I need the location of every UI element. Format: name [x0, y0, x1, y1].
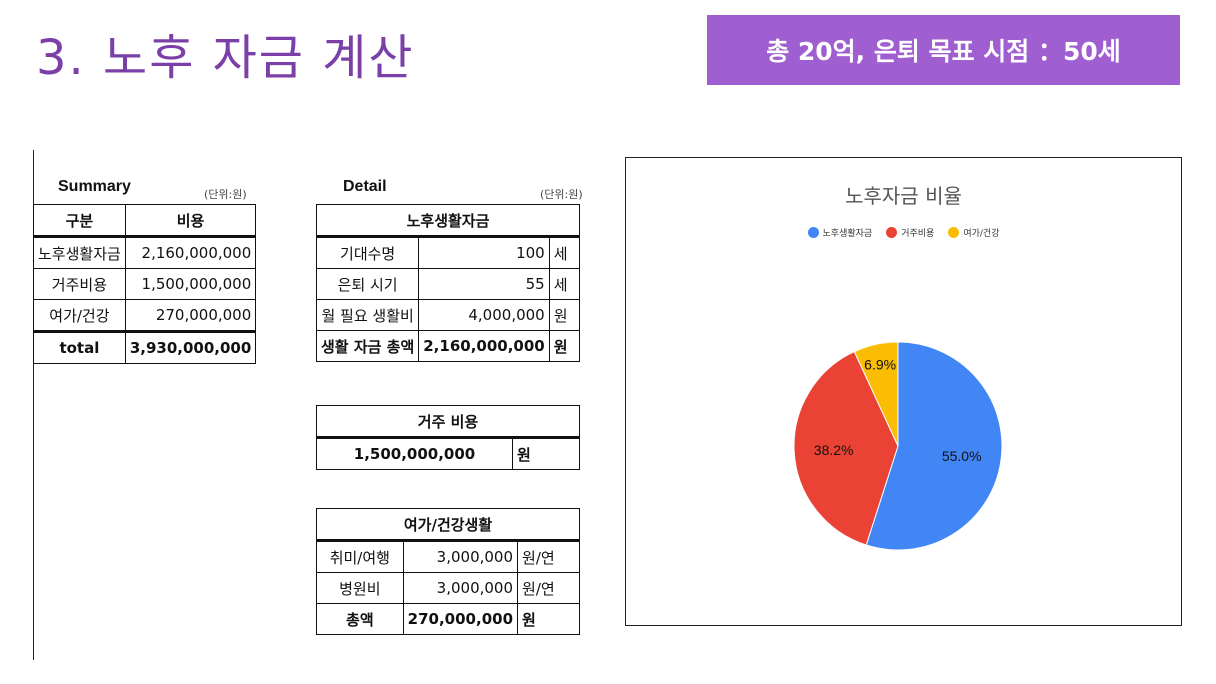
leisure-title: 여가/건강생활 [316, 508, 580, 542]
leisure-total-unit: 원 [517, 603, 580, 635]
living-total-name: 생활 자금 총액 [315, 330, 420, 362]
leisure-total-value: 270,000,000 [402, 603, 519, 635]
leisure-row-unit: 원/연 [517, 572, 580, 604]
living-total-value: 2,160,000,000 [418, 330, 550, 362]
living-row-value: 55 [418, 268, 550, 300]
summary-unit: (단위:원) [204, 188, 247, 201]
leisure-row-unit: 원/연 [517, 540, 580, 573]
table-row: 은퇴 시기 55 세 [315, 268, 581, 300]
slice-leisure [853, 341, 899, 447]
housing-table: 거주 비용 1,500,000,000 원 [316, 405, 580, 470]
leisure-row-value: 3,000,000 [402, 572, 519, 604]
summary-header-category: 구분 [33, 204, 126, 238]
table-row: 월 필요 생활비 4,000,000 원 [315, 299, 581, 331]
summary-total-value: 3,930,000,000 [124, 330, 257, 364]
legend-item: 노후생활자금 [807, 226, 873, 239]
chart-title: 노후자금 비율 [845, 184, 962, 208]
summary-row-name: 여가/건강 [33, 299, 126, 332]
slice-label: 55.0% [942, 448, 982, 464]
pie-chart: 노후자금 비율 노후생활자금 거주비용 여가/건강 55.0% 38.2% 6.9% [625, 157, 1182, 626]
housing-unit: 원 [512, 437, 580, 470]
summary-header-cost: 비용 [124, 204, 257, 238]
slice-label: 38.2% [814, 442, 854, 458]
legend-dot [886, 227, 898, 238]
slide-title: 3. 노후 자금 계산 [36, 30, 415, 86]
table-row: 여가/건강 270,000,000 [33, 299, 257, 332]
legend-item: 여가/건강 [948, 226, 999, 239]
summary-label: Summary [58, 178, 131, 195]
leisure-table: 여가/건강생활 취미/여행 3,000,000 원/연 병원비 3,000,00… [316, 508, 580, 635]
living-row-value: 100 [418, 236, 550, 269]
leisure-total-row: 총액 270,000,000 원 [316, 603, 580, 635]
summary-row-value: 270,000,000 [124, 299, 257, 332]
detail-label: Detail [343, 178, 387, 195]
leisure-row-name: 병원비 [316, 572, 404, 604]
legend-label: 여가/건강 [963, 229, 1000, 239]
housing-title: 거주 비용 [316, 405, 580, 439]
living-row-name: 기대수명 [315, 236, 420, 269]
legend-dot [948, 227, 960, 238]
summary-row-value: 1,500,000,000 [124, 268, 257, 300]
legend-label: 거주비용 [901, 229, 935, 239]
summary-row-name: 거주비용 [33, 268, 126, 300]
legend-item: 거주비용 [886, 226, 934, 239]
table-row: 병원비 3,000,000 원/연 [316, 572, 580, 604]
pie-svg: 55.0% 38.2% 6.9% [793, 341, 1003, 551]
leisure-row-name: 취미/여행 [316, 540, 404, 573]
living-row-value: 4,000,000 [418, 299, 550, 331]
living-row-name: 월 필요 생활비 [315, 299, 420, 331]
table-row: 기대수명 100 세 [315, 236, 581, 269]
legend-dot [807, 227, 819, 238]
living-row-unit: 세 [548, 268, 581, 300]
goal-banner: 총 20억, 은퇴 목표 시점 ：50세 [707, 15, 1180, 85]
living-total-row: 생활 자금 총액 2,160,000,000 원 [315, 330, 581, 362]
summary-total-name: total [33, 330, 126, 364]
leisure-total-name: 총액 [316, 603, 404, 635]
living-total-unit: 원 [548, 330, 581, 362]
leisure-row-value: 3,000,000 [402, 540, 519, 573]
detail-unit: (단위:원) [540, 188, 583, 201]
housing-value: 1,500,000,000 [316, 437, 513, 470]
summary-row-value: 2,160,000,000 [124, 236, 257, 269]
divider-line [33, 150, 34, 660]
table-row: 거주비용 1,500,000,000 [33, 268, 257, 300]
chart-legend: 노후생활자금 거주비용 여가/건강 [626, 226, 1181, 239]
living-row-name: 은퇴 시기 [315, 268, 420, 300]
table-row: 취미/여행 3,000,000 원/연 [316, 540, 580, 573]
living-title: 노후생활자금 [316, 204, 580, 238]
summary-total-row: total 3,930,000,000 [33, 330, 257, 364]
legend-label: 노후생활자금 [822, 229, 873, 239]
living-row-unit: 세 [548, 236, 581, 269]
summary-row-name: 노후생활자금 [33, 236, 126, 269]
slice-living [865, 341, 1003, 551]
slice-label: 6.9% [864, 357, 896, 373]
slice-housing [793, 350, 899, 546]
table-row: 노후생활자금 2,160,000,000 [33, 236, 257, 269]
living-table: 노후생활자금 기대수명 100 세 은퇴 시기 55 세 월 필요 생활비 4,… [315, 204, 581, 362]
living-row-unit: 원 [548, 299, 581, 331]
summary-table: 구분 비용 노후생활자금 2,160,000,000 거주비용 1,500,00… [33, 204, 257, 364]
